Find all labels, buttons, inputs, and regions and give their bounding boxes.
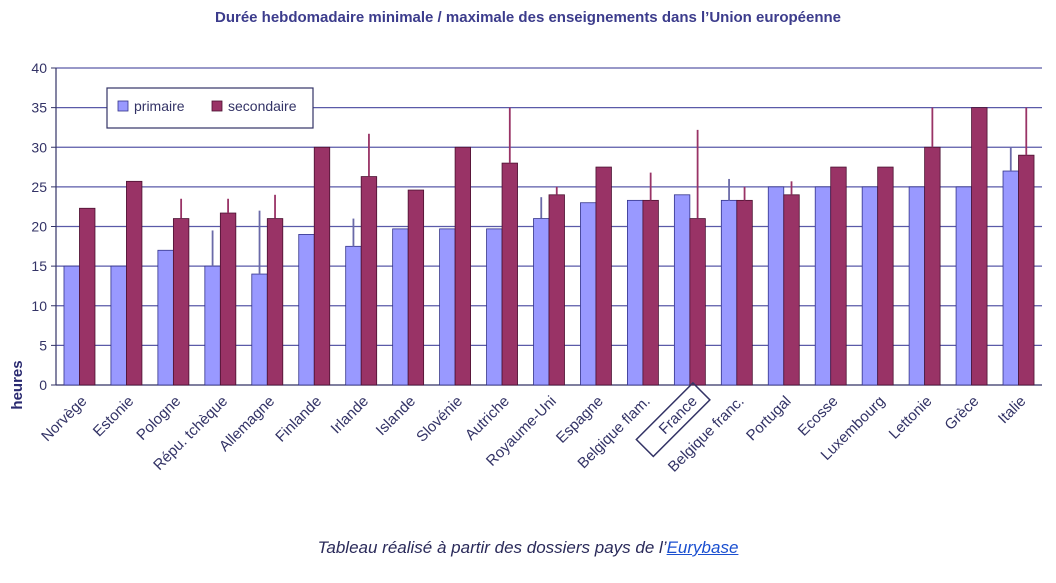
category-label: Portugal [743, 393, 795, 445]
legend-swatch-secondaire [211, 100, 223, 112]
bar-secondaire [126, 180, 143, 386]
bar-secondaire [689, 218, 706, 386]
category-label: Irlande [328, 393, 372, 437]
chart: Durée hebdomadaire minimale / maximale d… [9, 9, 1042, 476]
y-tick-label: 5 [39, 337, 47, 353]
bar-secondaire [1018, 154, 1035, 386]
bar-primaire [110, 265, 127, 386]
bar-secondaire [360, 176, 378, 386]
bar-primaire [392, 228, 409, 386]
bar-secondaire [783, 194, 800, 386]
y-tick-label: 15 [31, 258, 47, 274]
bar-secondaire [971, 107, 988, 386]
bar-primaire [298, 234, 315, 386]
y-tick-label: 35 [31, 100, 47, 116]
bar-primaire [720, 199, 738, 386]
bar-secondaire [877, 166, 894, 386]
caption: Tableau réalisé à partir des dossiers pa… [0, 538, 1056, 558]
y-tick-label: 10 [31, 298, 47, 314]
category-label: Finlande [272, 393, 325, 446]
caption-text: Tableau réalisé à partir des dossiers pa… [317, 538, 667, 557]
category-label: Lettonie [886, 393, 936, 443]
bar-secondaire [219, 212, 237, 386]
bar-primaire [63, 265, 80, 386]
bar-primaire [345, 245, 362, 386]
bar-secondaire [501, 162, 518, 386]
bars [63, 107, 1035, 386]
category-label: Slovénie [413, 393, 466, 446]
bar-secondaire [595, 166, 612, 386]
bar-primaire [157, 249, 174, 386]
y-tick-label: 0 [39, 377, 47, 393]
bar-secondaire [642, 199, 659, 386]
y-axis-label: heures [9, 360, 26, 409]
y-tick-label: 20 [31, 219, 47, 235]
y-tick-label: 30 [31, 139, 47, 155]
bar-secondaire [266, 218, 284, 386]
highlight-box [635, 381, 711, 458]
bar-primaire [627, 199, 644, 386]
bar-primaire [767, 186, 785, 386]
bar-primaire [673, 194, 691, 386]
category-label: Ecosse [795, 393, 842, 440]
bar-secondaire [407, 189, 425, 386]
bar-secondaire [172, 218, 190, 386]
bar-primaire [204, 265, 221, 386]
bar-secondaire [736, 199, 753, 386]
bar-primaire [439, 228, 456, 386]
bar-primaire [486, 228, 503, 386]
bar-primaire [955, 186, 972, 386]
legend-label-primaire: primaire [134, 98, 185, 114]
bar-primaire [814, 186, 832, 386]
bar-secondaire [313, 146, 331, 386]
y-tick-label: 25 [31, 179, 47, 195]
bar-primaire [580, 202, 597, 386]
bar-primaire [908, 186, 926, 386]
category-label: Islande [373, 393, 419, 439]
bar-secondaire [454, 146, 471, 386]
bar-secondaire [924, 146, 941, 386]
category-label: Norvège [38, 393, 90, 445]
bar-primaire [251, 273, 268, 386]
legend-label-secondaire: secondaire [228, 98, 297, 114]
legend: primaire secondaire [106, 87, 314, 129]
y-tick-label: 40 [31, 60, 47, 76]
max-lines [180, 107, 1028, 275]
legend-box [106, 87, 314, 129]
bar-secondaire [830, 166, 847, 386]
legend-swatch-primaire [117, 100, 129, 112]
bar-primaire [1002, 170, 1019, 386]
chart-title: Durée hebdomadaire minimale / maximale d… [215, 9, 841, 26]
category-label: Estonie [90, 393, 137, 440]
category-label: Italie [995, 393, 1029, 427]
category-label: Grèce [941, 393, 982, 434]
y-axis-ticks: 0 5 10 15 20 25 30 35 40 [31, 60, 47, 393]
bar-primaire [533, 218, 550, 386]
bar-secondaire [79, 207, 96, 386]
eurybase-link[interactable]: Eurybase [666, 538, 739, 557]
bar-secondaire [548, 194, 565, 386]
bar-primaire [861, 186, 879, 386]
